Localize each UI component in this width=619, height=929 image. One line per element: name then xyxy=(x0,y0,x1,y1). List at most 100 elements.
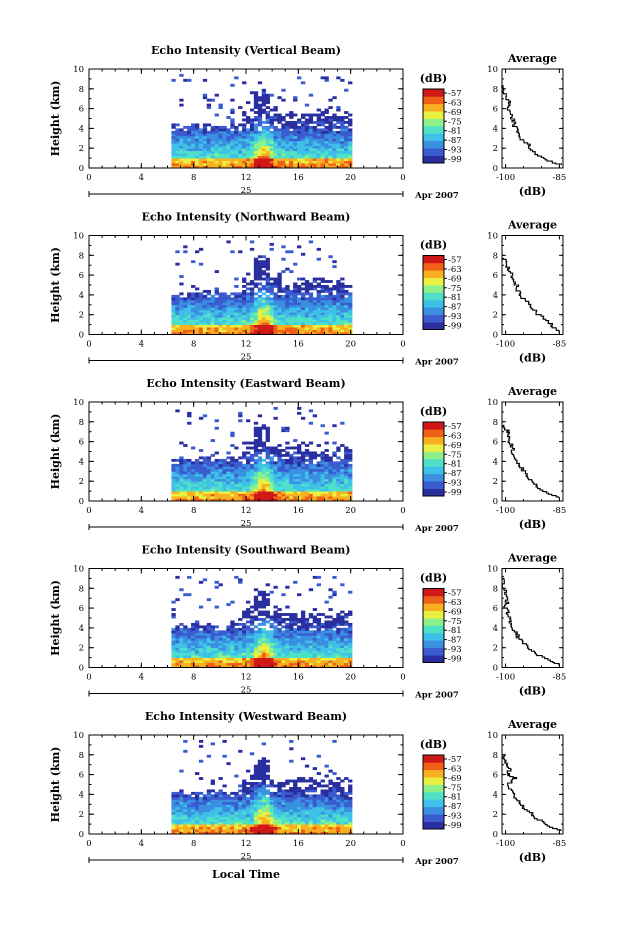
heat-cell xyxy=(179,657,184,661)
heat-cell xyxy=(293,662,298,666)
heat-cell xyxy=(281,468,286,472)
heat-cell xyxy=(261,111,267,114)
heat-cell xyxy=(308,297,314,301)
heat-cell xyxy=(348,307,353,311)
heat-cell xyxy=(312,620,318,624)
heat-cell xyxy=(194,160,200,164)
heat-cell xyxy=(206,488,212,492)
profile-title: Average xyxy=(507,52,557,65)
heat-cell xyxy=(206,463,212,467)
heat-cell xyxy=(289,498,294,502)
heat-cell xyxy=(218,319,223,323)
heat-cell xyxy=(194,647,200,651)
heat-cell xyxy=(289,163,294,166)
heat-cell xyxy=(285,645,290,649)
heat-cell xyxy=(249,657,255,661)
heat-cell xyxy=(198,635,204,639)
heat-cell xyxy=(293,312,298,316)
heat-cell xyxy=(344,466,349,470)
heat-cell xyxy=(324,486,329,490)
heat-cell xyxy=(210,294,215,298)
heat-cell xyxy=(175,493,180,497)
heat-cell xyxy=(265,583,270,587)
heat-cell xyxy=(257,436,263,440)
heat-cell xyxy=(348,468,353,472)
heat-cell xyxy=(304,327,310,330)
heat-cell xyxy=(183,138,188,142)
heat-cell xyxy=(312,165,318,169)
heat-cell xyxy=(222,829,227,832)
colorbar-swatch xyxy=(423,292,444,301)
heat-cell xyxy=(242,831,247,835)
heat-cell xyxy=(198,140,204,144)
heat-cell xyxy=(261,444,267,447)
heat-cell xyxy=(324,287,329,291)
heat-cell xyxy=(285,426,290,430)
heat-cell xyxy=(261,277,267,281)
heat-cell xyxy=(348,153,353,157)
heat-cell xyxy=(179,804,184,808)
heat-cell xyxy=(304,292,310,296)
profile-y-tick-label: 2 xyxy=(493,644,498,654)
heat-cell xyxy=(214,580,219,584)
heat-cell xyxy=(202,138,208,142)
heat-cell xyxy=(312,642,318,646)
heat-cell xyxy=(175,478,180,482)
heat-cell xyxy=(304,130,310,134)
heat-cell xyxy=(242,322,247,325)
profile-frame xyxy=(501,235,564,335)
heat-cell xyxy=(206,642,212,646)
heat-cell xyxy=(222,491,227,494)
heat-cell xyxy=(249,247,255,251)
heat-cell xyxy=(324,118,329,122)
heat-cell xyxy=(285,332,290,335)
heat-cell xyxy=(246,324,251,328)
heat-cell xyxy=(238,471,243,475)
heat-cell xyxy=(198,739,204,743)
heat-cell xyxy=(238,799,243,803)
heat-cell xyxy=(191,292,196,296)
heat-cell xyxy=(289,486,294,490)
heat-cell xyxy=(285,324,290,328)
heat-cell xyxy=(187,143,192,147)
heat-cell xyxy=(324,108,329,112)
heat-cell xyxy=(265,468,270,472)
heat-cell xyxy=(249,91,255,95)
heat-cell xyxy=(194,332,200,335)
heat-cell xyxy=(332,314,337,318)
heat-cell xyxy=(171,486,176,490)
colorbar-swatch xyxy=(423,103,444,112)
heat-cell xyxy=(293,488,298,492)
heat-cell xyxy=(281,662,286,666)
heat-cell xyxy=(210,491,215,494)
heat-cell xyxy=(324,302,329,306)
heat-cell xyxy=(179,466,184,470)
heat-cell xyxy=(226,145,231,149)
heat-cell xyxy=(332,620,337,624)
heat-cell xyxy=(246,799,251,803)
heat-cell xyxy=(249,118,255,122)
heat-cell xyxy=(320,133,325,137)
heat-cell xyxy=(171,801,176,805)
heat-cell xyxy=(328,478,333,482)
heat-cell xyxy=(194,772,200,775)
heat-cell xyxy=(344,468,349,472)
heat-cell xyxy=(194,461,200,465)
heat-cell xyxy=(253,632,259,636)
heat-cell xyxy=(214,632,219,636)
heat-cell xyxy=(273,620,278,624)
heat-cell xyxy=(324,461,329,465)
heat-cell xyxy=(344,88,349,92)
heat-cell xyxy=(183,632,188,636)
heat-cell xyxy=(316,158,321,161)
heat-cell xyxy=(222,739,227,743)
heat-cell xyxy=(253,804,259,808)
heat-cell xyxy=(297,444,302,447)
heat-cell xyxy=(293,158,298,161)
heat-cell xyxy=(265,598,270,602)
heat-cell xyxy=(242,317,247,321)
heat-cell xyxy=(344,615,349,619)
heat-cell xyxy=(273,463,278,467)
heat-cell xyxy=(253,814,259,818)
heat-cell xyxy=(348,314,353,318)
